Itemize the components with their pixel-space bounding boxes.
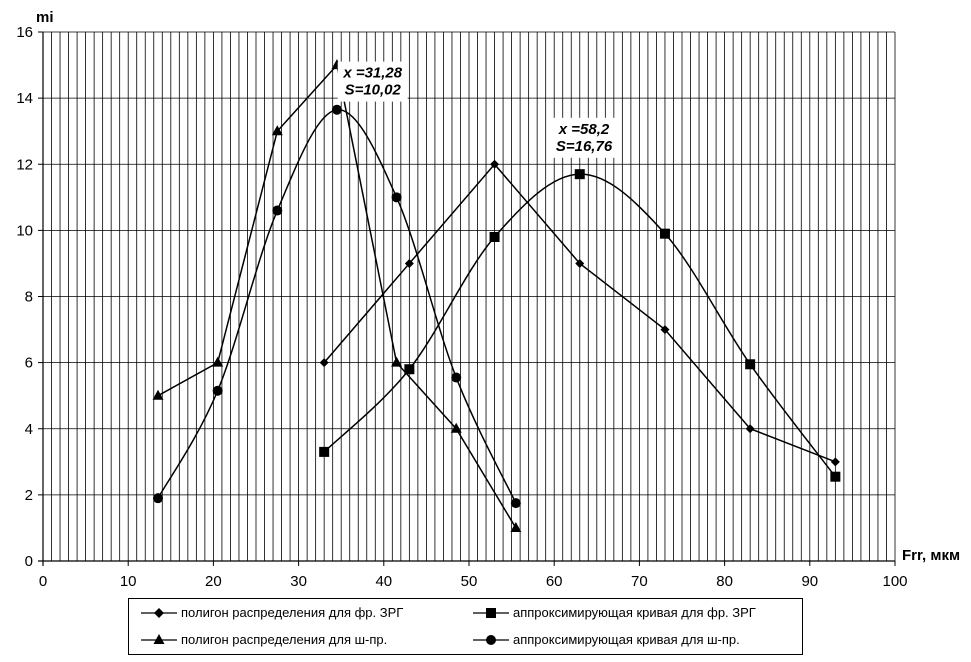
annotation-text: S=16,76 <box>556 138 613 155</box>
x-tick-label: 40 <box>375 573 392 590</box>
data-point <box>404 258 414 268</box>
data-point <box>575 258 585 268</box>
y-tick-label: 6 <box>25 355 33 372</box>
x-axis-label: Frr, мкм <box>902 547 960 564</box>
x-tick-label: 60 <box>546 573 563 590</box>
data-point <box>331 104 342 115</box>
data-point <box>271 125 283 136</box>
legend-item-approx-zrg: аппроксимирующая кривая для фр. ЗРГ <box>473 605 756 620</box>
data-point <box>319 446 330 457</box>
x-tick-label: 30 <box>290 573 307 590</box>
series-circle <box>153 104 521 509</box>
series-diamond <box>319 159 840 467</box>
annotation-background <box>337 61 408 102</box>
y-tick-label: 14 <box>16 90 33 107</box>
data-point <box>319 358 329 368</box>
annotations: x =31,28S=10,02 x =58,2S=16,76 <box>337 61 620 158</box>
x-tick-label: 90 <box>801 573 818 590</box>
triangle-marker-icon <box>141 633 177 644</box>
annotation-text: x =31,28 <box>342 65 402 82</box>
x-tick-label: 80 <box>716 573 733 590</box>
legend-label: полигон распределения для фр. ЗРГ <box>181 605 404 620</box>
data-point <box>510 498 521 509</box>
series-triangle <box>152 59 522 532</box>
annotation-box: x =58,2S=16,76 <box>549 117 620 158</box>
data-point <box>391 192 402 203</box>
annotation-background <box>549 117 620 158</box>
data-point <box>212 356 224 367</box>
x-tick-label: 70 <box>631 573 648 590</box>
data-point <box>830 471 841 482</box>
annotation-text: x =58,2 <box>558 121 610 138</box>
series-square <box>319 169 841 482</box>
data-point <box>510 521 522 532</box>
legend: полигон распределения для фр. ЗРГ аппрок… <box>128 598 803 655</box>
grid-lines <box>43 31 896 561</box>
tick-labels: 0 2 4 6 8 10 12 14 16 0 10 20 30 40 50 60 70 80 90 100 <box>16 24 907 590</box>
x-tick-label: 20 <box>205 573 222 590</box>
legend-item-polygon-shpr: полигон распределения для ш-пр. <box>141 632 387 647</box>
series-group <box>152 59 841 532</box>
data-point <box>490 159 500 169</box>
x-tick-label: 0 <box>39 573 47 590</box>
data-point <box>450 422 462 433</box>
y-tick-label: 4 <box>25 421 33 438</box>
legend-label: аппроксимирующая кривая для фр. ЗРГ <box>513 605 756 620</box>
legend-item-approx-shpr: аппроксимирующая кривая для ш-пр. <box>473 632 740 647</box>
legend-label: аппроксимирующая кривая для ш-пр. <box>513 632 740 647</box>
data-point <box>152 389 164 400</box>
data-point <box>391 356 403 367</box>
y-tick-label: 0 <box>25 553 33 570</box>
data-point <box>660 325 670 335</box>
data-point <box>745 424 755 434</box>
data-point <box>153 493 164 504</box>
annotation-box: x =31,28S=10,02 <box>337 61 408 102</box>
diamond-marker-icon <box>141 607 177 618</box>
data-point <box>404 364 415 375</box>
data-point <box>659 228 670 239</box>
series-line <box>157 108 517 504</box>
data-point <box>212 385 223 396</box>
data-point <box>745 359 756 370</box>
y-axis-label: mi <box>36 9 54 26</box>
x-tick-label: 50 <box>461 573 478 590</box>
legend-label: полигон распределения для ш-пр. <box>181 632 388 647</box>
x-tick-label: 100 <box>882 573 907 590</box>
x-tick-label: 10 <box>120 573 137 590</box>
data-point <box>830 457 840 467</box>
y-tick-label: 16 <box>16 24 33 41</box>
y-tick-label: 2 <box>25 487 33 504</box>
data-point <box>451 372 462 383</box>
annotation-text: S=10,02 <box>345 82 402 99</box>
axes <box>38 32 895 566</box>
data-point <box>574 169 585 180</box>
legend-item-polygon-zrg: полигон распределения для фр. ЗРГ <box>141 605 403 620</box>
y-tick-label: 10 <box>16 222 33 239</box>
circle-marker-icon <box>473 634 509 645</box>
y-tick-label: 8 <box>25 289 33 306</box>
data-point <box>489 231 500 242</box>
y-tick-label: 12 <box>16 156 33 173</box>
data-point <box>272 205 283 216</box>
square-marker-icon <box>473 607 509 618</box>
